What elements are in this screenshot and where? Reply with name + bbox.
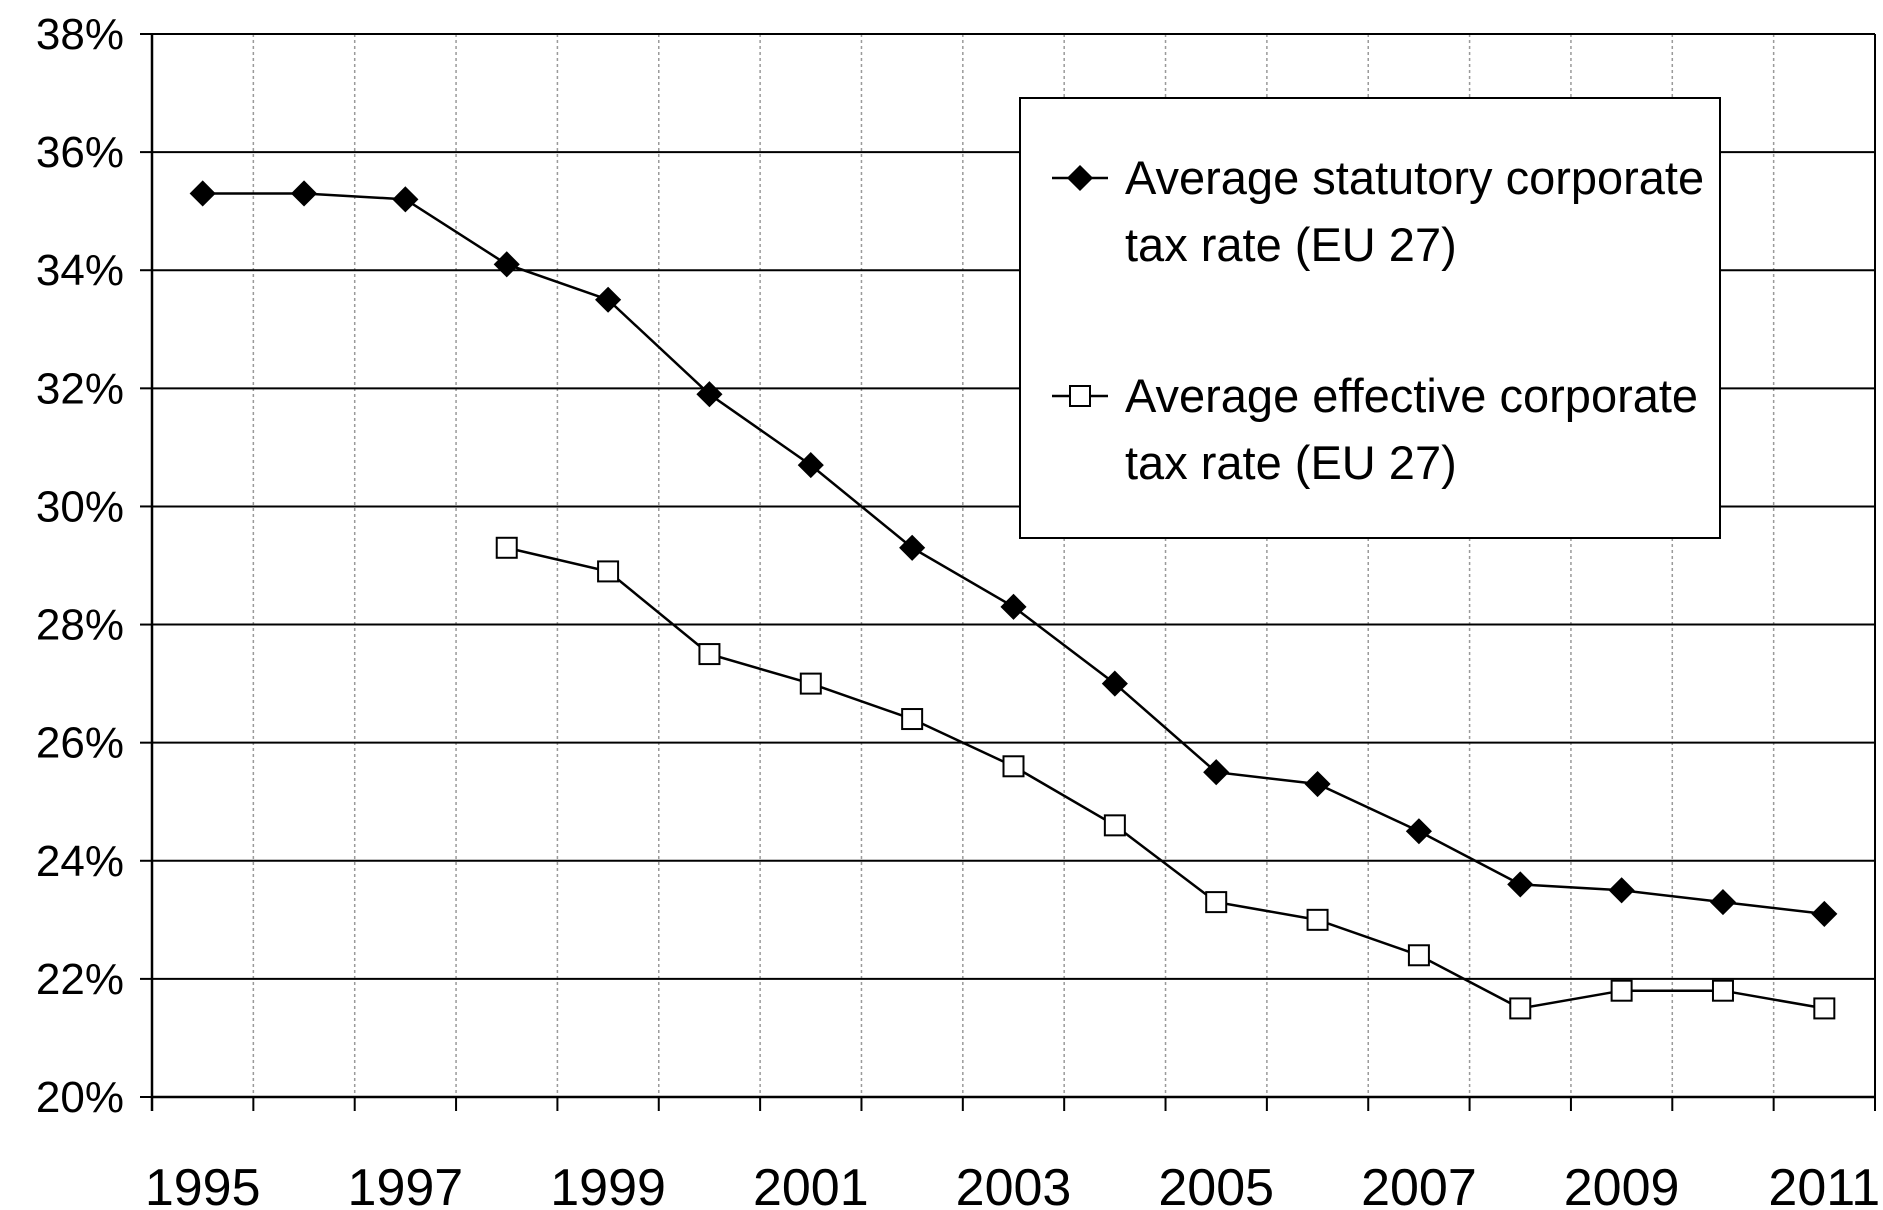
x-tick-label: 2009 [1564,1159,1680,1210]
x-tick-label: 1997 [348,1159,464,1210]
effective-rate-point [901,708,924,731]
legend-diamond-icon [1066,164,1094,192]
effective-rate-point [1711,979,1734,1002]
legend: Average statutory corporate tax rate (EU … [1019,97,1721,539]
statutory-rate-point [1811,900,1838,927]
y-tick-label: 26% [36,719,124,768]
x-tick-label: 2001 [753,1159,869,1210]
x-tick-label: 2005 [1158,1159,1274,1210]
y-tick-label: 38% [36,10,124,59]
legend-entry-label: Average statutory corporate [1125,151,1704,204]
effective-rate-point [1103,814,1126,837]
x-tick-label: 2007 [1361,1159,1477,1210]
y-tick-label: 30% [36,482,124,531]
series-markers [189,180,1838,1020]
statutory-rate-point [899,534,926,561]
legend-entry-label: Average effective corporate [1125,369,1698,422]
effective-rate-point [1509,997,1532,1020]
statutory-rate-point [1405,818,1432,845]
effective-rate-point [1407,944,1430,967]
statutory-rate-point [1304,770,1331,798]
legend-entry-label: tax rate (EU 27) [1125,436,1457,489]
effective-rate-line [506,546,1825,1010]
statutory-rate-point [392,186,419,213]
y-tick-label: 28% [36,601,124,650]
gridlines [151,33,1876,1098]
statutory-rate-point [595,286,622,313]
y-tick-label: 36% [36,128,124,177]
effective-rate-point [799,672,822,695]
statutory-rate-point [1507,871,1534,898]
y-tick-label: 34% [36,246,124,295]
statutory-rate-point [290,180,318,207]
y-tick-label: 32% [36,364,124,413]
statutory-rate-point [1000,593,1027,620]
x-tick-label: 2011 [1768,1159,1880,1210]
effective-rate-point [597,560,620,583]
legend-entry-label: tax rate (EU 27) [1125,218,1457,271]
statutory-rate-point [1608,877,1635,904]
statutory-rate-point [493,251,520,278]
effective-rate-point [1610,979,1633,1002]
legend-box [1019,97,1721,539]
statutory-rate-point [1101,670,1128,697]
axes: 20% 22% 24% 26% 28% 30% 32% 34% 36% 38% 1995 1997 19… [36,10,1880,1210]
statutory-rate-point [1203,759,1230,786]
effective-rate-point [1002,755,1025,778]
statutory-rate-point [797,452,824,479]
x-tick-label: 2003 [956,1159,1072,1210]
x-tick-label: 1999 [550,1159,666,1210]
effective-rate-point [1205,891,1228,914]
statutory-rate-point [1709,889,1737,916]
y-tick-label: 20% [36,1073,124,1122]
effective-rate-point [698,643,721,666]
legend-square-icon [1069,385,1091,407]
x-tick-label: 1995 [145,1159,261,1210]
y-tick-label: 22% [36,955,124,1004]
effective-rate-point [495,536,518,559]
effective-rate-point [1306,908,1329,931]
statutory-rate-point [189,180,216,207]
y-tick-label: 24% [36,837,124,886]
effective-rate-point [1813,997,1836,1020]
statutory-rate-point [696,381,723,408]
